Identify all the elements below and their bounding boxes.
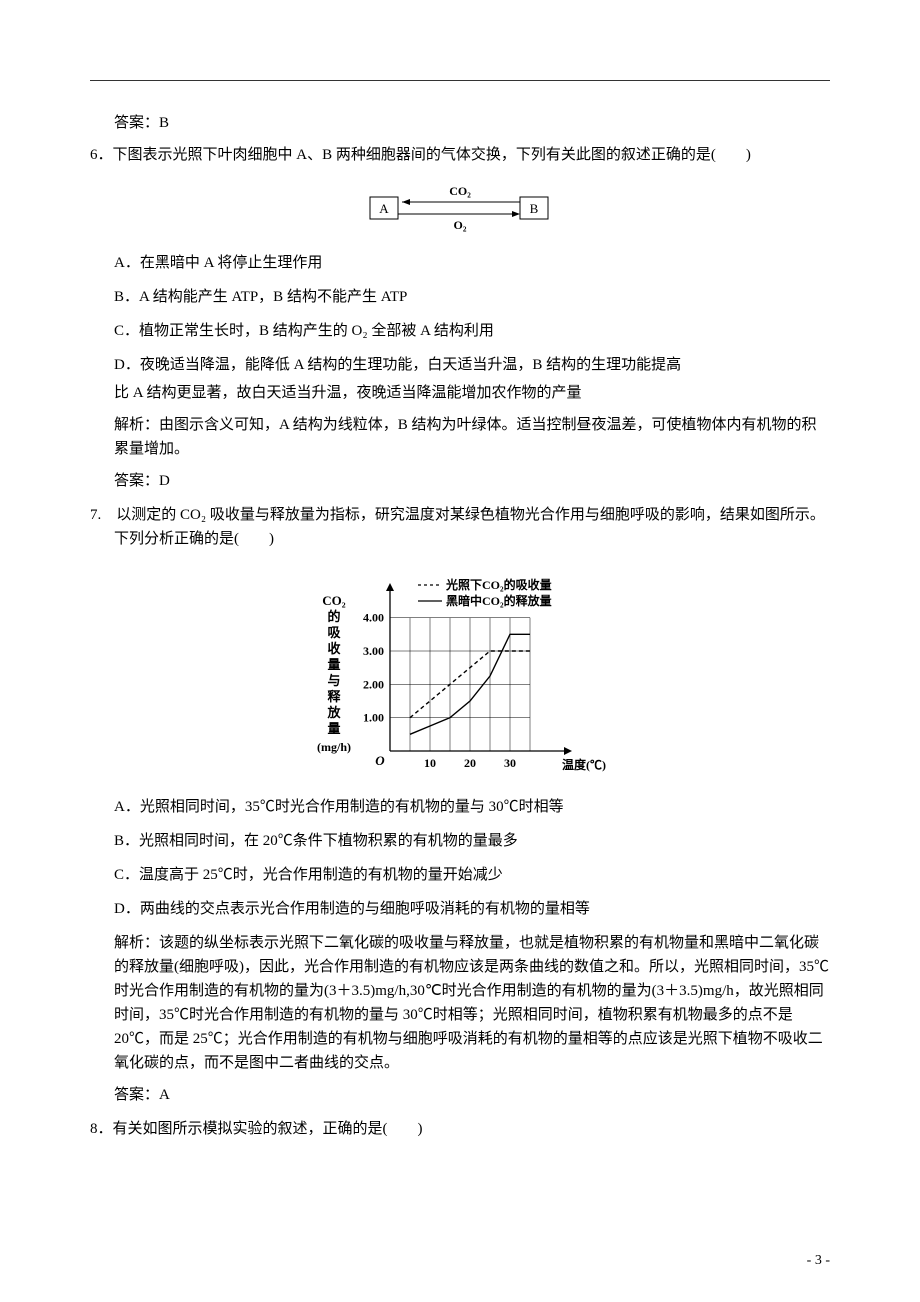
- svg-text:温度(℃): 温度(℃): [562, 757, 606, 772]
- svg-text:B: B: [530, 201, 539, 216]
- svg-text:10: 10: [424, 756, 436, 770]
- q6-optB: B．A 结构能产生 ATP，B 结构不能产生 ATP: [114, 285, 830, 309]
- q5-answer: 答案：B: [114, 111, 830, 135]
- svg-text:CO₂: CO₂: [322, 593, 346, 608]
- q7-optC: C．温度高于 25℃时，光合作用制造的有机物的量开始减少: [114, 863, 830, 887]
- svg-text:3.00: 3.00: [363, 644, 384, 658]
- svg-text:黑暗中CO₂的释放量: 黑暗中CO₂的释放量: [446, 593, 552, 608]
- q7-figure-wrap: 1.002.003.004.00102030O温度(℃)CO₂的吸收量与释放量(…: [90, 561, 830, 781]
- q6-figure-wrap: A B CO₂ O₂: [90, 177, 830, 237]
- svg-text:4.00: 4.00: [363, 611, 384, 625]
- svg-text:2.00: 2.00: [363, 677, 384, 691]
- q7-explain: 解析：该题的纵坐标表示光照下二氧化碳的吸收量与释放量，也就是植物积累的有机物量和…: [114, 931, 830, 1075]
- svg-text:收: 收: [327, 641, 341, 656]
- q8-stem: 8．有关如图所示模拟实验的叙述，正确的是( ): [90, 1117, 830, 1141]
- q6-explain: 解析：由图示含义可知，A 结构为线粒体，B 结构为叶绿体。适当控制昼夜温差，可使…: [114, 413, 830, 461]
- svg-text:1.00: 1.00: [363, 711, 384, 725]
- page-number: - 3 -: [807, 1250, 830, 1272]
- q7-block: 7. 以测定的 CO₂ 吸收量与释放量为指标，研究温度对某绿色植物光合作用与细胞…: [90, 503, 830, 1107]
- page: 答案：B 6．下图表示光照下叶肉细胞中 A、B 两种细胞器间的气体交换，下列有关…: [0, 0, 920, 1302]
- q6-optC: C．植物正常生长时，B 结构产生的 O₂ 全部被 A 结构利用: [114, 319, 830, 343]
- q6-stem: 6．下图表示光照下叶肉细胞中 A、B 两种细胞器间的气体交换，下列有关此图的叙述…: [90, 143, 830, 167]
- q7-optB: B．光照相同时间，在 20℃条件下植物积累的有机物的量最多: [114, 829, 830, 853]
- q6-answer: 答案：D: [114, 469, 830, 493]
- q7-answer: 答案：A: [114, 1083, 830, 1107]
- svg-text:(mg/h): (mg/h): [317, 740, 351, 754]
- svg-text:A: A: [379, 201, 389, 216]
- q7-optA: A．光照相同时间，35℃时光合作用制造的有机物的量与 30℃时相等: [114, 795, 830, 819]
- svg-text:量: 量: [327, 657, 340, 672]
- q6-optA: A．在黑暗中 A 将停止生理作用: [114, 251, 830, 275]
- svg-text:O: O: [375, 753, 385, 768]
- q7-optD: D．两曲线的交点表示光合作用制造的与细胞呼吸消耗的有机物的量相等: [114, 897, 830, 921]
- q6-optD-line2: 比 A 结构更显著，故白天适当升温，夜晚适当降温能增加农作物的产量: [114, 381, 830, 405]
- svg-text:O₂: O₂: [454, 218, 467, 232]
- svg-text:CO₂: CO₂: [449, 184, 471, 198]
- q7-chart: 1.002.003.004.00102030O温度(℃)CO₂的吸收量与释放量(…: [280, 561, 640, 781]
- q6-block: 6．下图表示光照下叶肉细胞中 A、B 两种细胞器间的气体交换，下列有关此图的叙述…: [90, 143, 830, 493]
- svg-text:光照下CO₂的吸收量: 光照下CO₂的吸收量: [445, 577, 552, 592]
- svg-text:吸: 吸: [327, 625, 341, 640]
- svg-text:释: 释: [327, 689, 341, 704]
- q7-stem: 7. 以测定的 CO₂ 吸收量与释放量为指标，研究温度对某绿色植物光合作用与细胞…: [90, 503, 830, 551]
- top-divider: [90, 80, 830, 81]
- svg-text:的: 的: [327, 609, 340, 624]
- svg-text:量: 量: [327, 721, 340, 736]
- q8-block: 8．有关如图所示模拟实验的叙述，正确的是( ): [90, 1117, 830, 1141]
- svg-text:与: 与: [327, 673, 340, 688]
- q6-diagram: A B CO₂ O₂: [360, 177, 560, 237]
- q6-optD-line1: D．夜晚适当降温，能降低 A 结构的生理功能，白天适当升温，B 结构的生理功能提…: [114, 353, 830, 377]
- svg-text:30: 30: [504, 756, 516, 770]
- svg-text:20: 20: [464, 756, 476, 770]
- svg-text:放: 放: [326, 705, 341, 720]
